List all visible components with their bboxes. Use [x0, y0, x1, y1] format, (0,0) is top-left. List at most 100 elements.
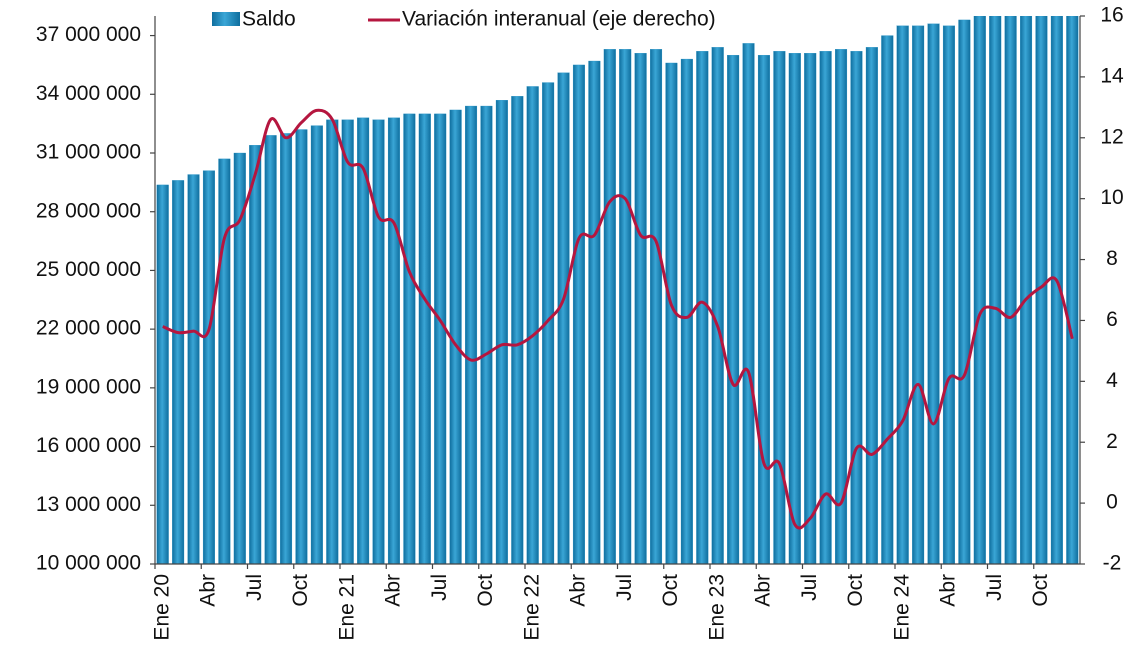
bar	[588, 60, 601, 564]
bar	[942, 25, 955, 564]
bar	[989, 16, 1002, 564]
x-tick-label: Jul	[613, 574, 636, 601]
bar	[372, 119, 385, 564]
y-tick-label: 28 000 000	[36, 199, 141, 222]
bar	[526, 86, 539, 564]
bar	[973, 16, 986, 564]
bar	[1066, 16, 1079, 564]
y-tick-label: 16 000 000	[36, 434, 141, 457]
y2-tick-label: 6	[1106, 308, 1118, 331]
y2-tick-label: 14	[1100, 64, 1124, 87]
x-tick-label: Jul	[798, 574, 821, 601]
bar	[156, 184, 169, 564]
bar	[480, 105, 493, 564]
x-tick-label: Ene 23	[705, 574, 728, 641]
bar	[403, 113, 416, 564]
bar	[634, 53, 647, 564]
bar	[650, 49, 663, 564]
bar	[465, 105, 478, 564]
x-tick-label: Oct	[659, 574, 682, 607]
bar	[572, 64, 585, 564]
bar	[542, 82, 555, 564]
bar	[804, 53, 817, 564]
legend-label: Variación interanual (eje derecho)	[402, 8, 716, 31]
bar	[912, 25, 925, 564]
y2-tick-label: 0	[1106, 491, 1118, 514]
x-tick-label: Abr	[382, 574, 405, 607]
bar	[172, 180, 185, 564]
bar	[1050, 16, 1063, 564]
bar	[280, 133, 293, 564]
bar	[495, 100, 508, 564]
y2-tick-label: 16	[1100, 4, 1123, 27]
y-tick-label: 34 000 000	[36, 82, 141, 105]
bar	[773, 51, 786, 564]
bar	[1020, 16, 1033, 564]
bar	[619, 49, 632, 564]
bar	[788, 53, 801, 564]
x-tick-label: Abr	[752, 574, 775, 607]
x-tick-label: Oct	[474, 574, 497, 607]
bar	[202, 170, 215, 564]
x-tick-label: Oct	[1029, 574, 1052, 607]
bar	[310, 125, 323, 564]
y-tick-label: 25 000 000	[36, 258, 141, 281]
bar	[896, 25, 909, 564]
bar	[511, 96, 524, 564]
y2-tick-label: 12	[1100, 125, 1123, 148]
y2-tick-label: 4	[1106, 369, 1118, 392]
x-tick-label: Ene 20	[150, 574, 173, 641]
bar	[418, 113, 431, 564]
bar	[835, 49, 848, 564]
bar	[233, 152, 246, 564]
bar	[357, 117, 370, 564]
bar	[557, 72, 570, 564]
bar	[881, 35, 894, 564]
bar	[819, 51, 832, 564]
y-tick-label: 13 000 000	[36, 493, 141, 516]
bar	[711, 47, 724, 564]
bar	[927, 23, 940, 564]
x-tick-label: Jul	[428, 574, 451, 601]
y-tick-label: 31 000 000	[36, 141, 141, 164]
line	[162, 108, 1074, 530]
bar	[696, 51, 709, 564]
y-tick-label: 19 000 000	[36, 375, 141, 398]
x-tick-label: Oct	[289, 574, 312, 607]
bar	[387, 117, 400, 564]
y2-tick-label: 8	[1106, 247, 1118, 270]
bars	[156, 16, 1079, 564]
bar	[295, 129, 308, 564]
y-tick-label: 10 000 000	[36, 552, 141, 575]
bar	[434, 113, 447, 564]
legend-label: Saldo	[242, 8, 296, 31]
bar	[187, 174, 200, 564]
y2-tick-label: 10	[1100, 186, 1123, 209]
bar	[1004, 16, 1017, 564]
bar	[341, 119, 354, 564]
y2-tick-label: -2	[1103, 552, 1122, 575]
bar	[603, 49, 616, 564]
bar	[218, 158, 231, 564]
bar	[958, 19, 971, 564]
y2-tick-label: 2	[1106, 430, 1118, 453]
legend-swatch	[212, 12, 240, 26]
x-tick-label: Ene 21	[335, 574, 358, 641]
bar	[1035, 16, 1048, 564]
x-tick-label: Abr	[197, 574, 220, 607]
bar	[757, 54, 770, 564]
bar	[680, 58, 693, 564]
bar	[249, 145, 262, 564]
y-tick-label: 22 000 000	[36, 317, 141, 340]
x-tick-label: Ene 24	[890, 574, 913, 641]
bar	[727, 54, 740, 564]
x-tick-label: Jul	[243, 574, 266, 601]
bar	[326, 119, 339, 564]
bar	[264, 135, 277, 564]
x-tick-label: Abr	[567, 574, 590, 607]
bar	[742, 43, 755, 564]
x-tick-label: Ene 22	[520, 574, 543, 641]
bar	[865, 47, 878, 564]
x-tick-label: Abr	[937, 574, 960, 607]
